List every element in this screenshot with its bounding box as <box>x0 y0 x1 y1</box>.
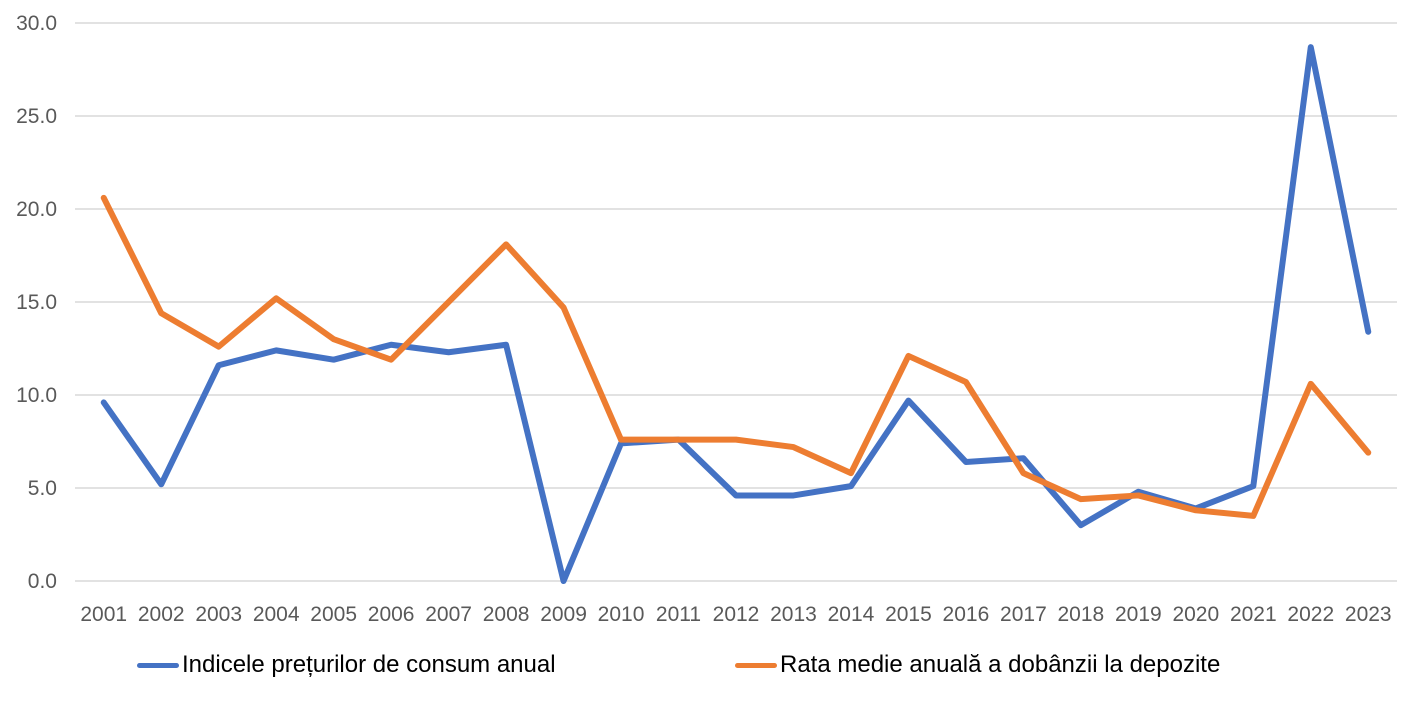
x-tick-label-2011: 2011 <box>656 603 701 626</box>
x-tick-label-2013: 2013 <box>770 603 817 626</box>
x-tick-label-2015: 2015 <box>885 603 932 626</box>
x-tick-label-2018: 2018 <box>1058 603 1105 626</box>
y-tick-label-15.0: 15.0 <box>16 291 57 314</box>
y-tick-label-30.0: 30.0 <box>16 12 57 35</box>
x-tick-label-2006: 2006 <box>368 603 415 626</box>
series-line-0 <box>100 44 1372 584</box>
legend-marker-cpi-line <box>137 662 179 668</box>
y-tick-label-25.0: 25.0 <box>16 105 57 128</box>
x-tick-label-2012: 2012 <box>713 603 760 626</box>
legend-label-deposit-rate: Rata medie anuală a dobânzii la depozite <box>780 651 1221 678</box>
x-tick-label-2001: 2001 <box>80 603 127 626</box>
line-chart-plot: 0.0 5.0 10.0 15.0 20.0 25.0 30.0 2001 2002 2003 20… <box>16 12 1397 626</box>
legend-label-cpi: Indicele prețurilor de consum anual <box>182 651 556 678</box>
x-tick-label-2019: 2019 <box>1115 603 1162 626</box>
series-line-1 <box>100 194 1372 519</box>
y-tick-label-5.0: 5.0 <box>28 477 57 500</box>
legend-item-cpi: Indicele prețurilor de consum anual <box>137 641 556 689</box>
legend-item-deposit-rate: Rata medie anuală a dobânzii la depozite <box>735 641 1220 689</box>
x-tick-label-2009: 2009 <box>540 603 587 626</box>
x-tick-label-2007: 2007 <box>425 603 472 626</box>
x-tick-label-2022: 2022 <box>1287 603 1334 626</box>
y-tick-label-0.0: 0.0 <box>28 570 57 593</box>
y-tick-label-10.0: 10.0 <box>16 384 57 407</box>
x-tick-label-2004: 2004 <box>253 603 300 626</box>
legend: Indicele prețurilor de consum anual Rata… <box>0 641 1412 689</box>
legend-marker-deposit-rate-line <box>735 662 777 668</box>
x-tick-label-2023: 2023 <box>1345 603 1392 626</box>
x-tick-label-2002: 2002 <box>138 603 185 626</box>
x-tick-label-2008: 2008 <box>483 603 530 626</box>
x-tick-label-2014: 2014 <box>828 603 875 626</box>
x-tick-label-2021: 2021 <box>1230 603 1277 626</box>
x-tick-label-2017: 2017 <box>1000 603 1047 626</box>
x-tick-label-2005: 2005 <box>310 603 357 626</box>
x-tick-label-2020: 2020 <box>1172 603 1219 626</box>
y-tick-label-20.0: 20.0 <box>16 198 57 221</box>
x-tick-label-2003: 2003 <box>195 603 242 626</box>
x-tick-label-2016: 2016 <box>943 603 990 626</box>
x-tick-label-2010: 2010 <box>598 603 645 626</box>
